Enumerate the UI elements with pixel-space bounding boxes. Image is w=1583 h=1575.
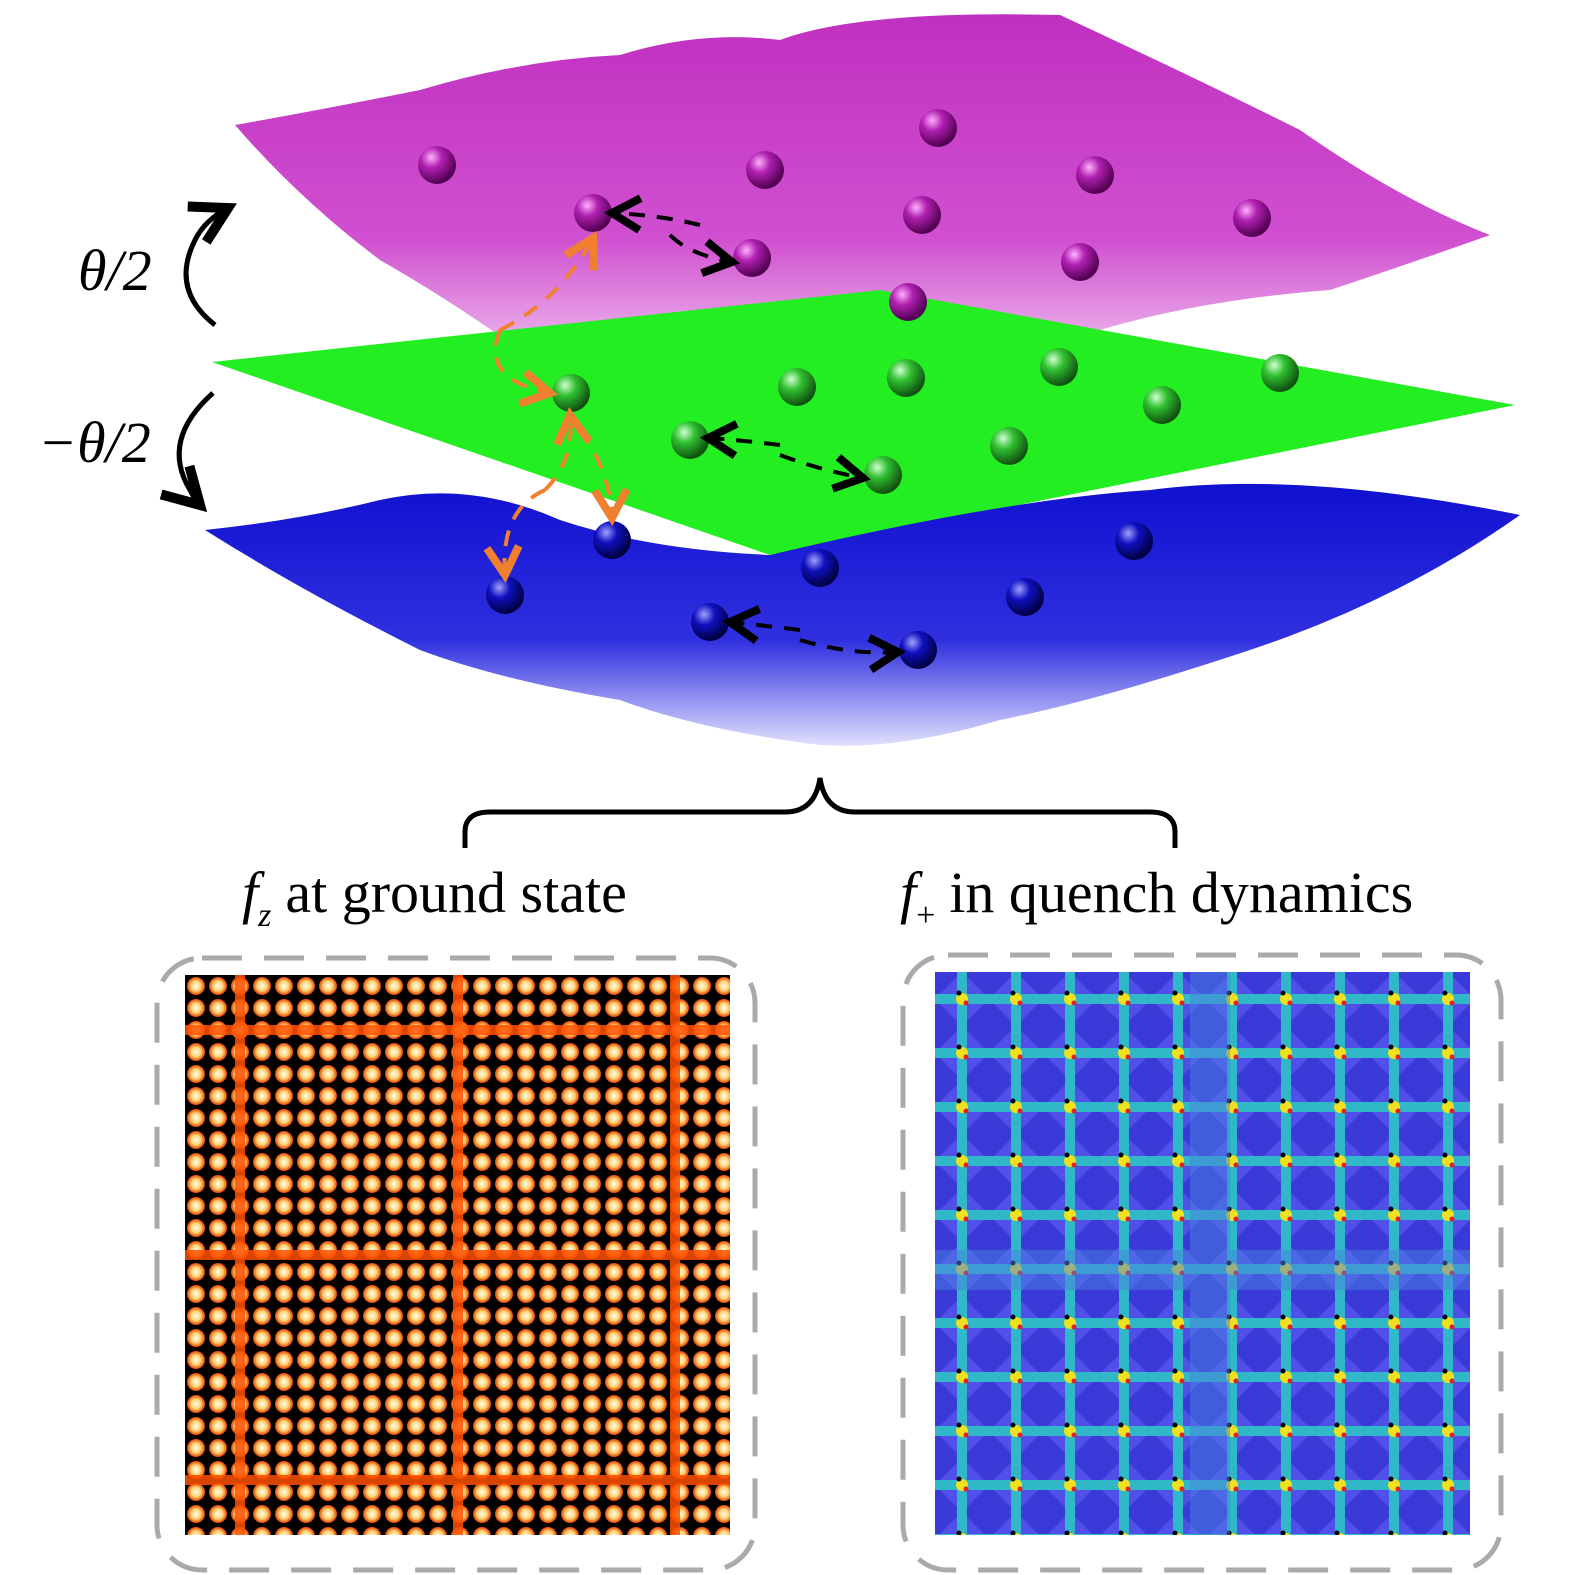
twist-arrows xyxy=(179,208,228,505)
lower-layer xyxy=(205,483,1520,746)
subscript: z xyxy=(257,897,271,934)
panel-frame xyxy=(900,952,1504,1573)
panel-frame xyxy=(154,955,758,1573)
panel-title: f+ in quench dynamics xyxy=(900,860,1413,934)
brace xyxy=(462,777,1178,848)
middle-layer xyxy=(212,290,1515,555)
quench-center xyxy=(935,972,1470,1535)
caption: in quench dynamics xyxy=(949,860,1413,925)
ground-state-lines xyxy=(185,975,730,1535)
hopping-arrows xyxy=(496,213,898,653)
atoms xyxy=(418,109,1299,669)
subscript: + xyxy=(916,897,935,934)
panel-title: fz at ground state xyxy=(242,860,627,934)
lower-twist-label: −θ/2 xyxy=(38,410,151,475)
caption: at ground state xyxy=(285,860,626,925)
upper-twist-label: θ/2 xyxy=(78,238,152,303)
